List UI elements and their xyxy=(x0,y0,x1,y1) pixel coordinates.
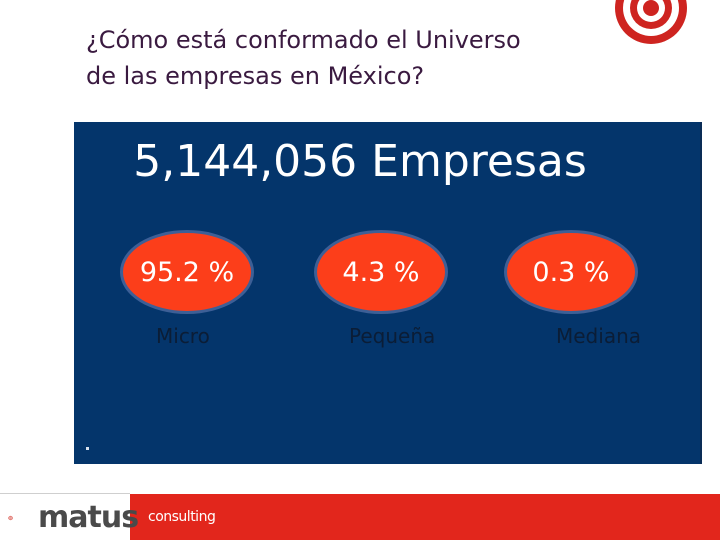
swirl-logo-icon xyxy=(8,515,13,521)
medium-percent: 0.3 % xyxy=(532,256,610,288)
concentric-rings-logo-icon xyxy=(615,0,687,44)
footer-divider xyxy=(0,493,130,494)
slide-title-line-2: de las empresas en México? xyxy=(86,62,425,90)
micro-percent: 95.2 % xyxy=(139,256,235,288)
footer-tagline: consulting xyxy=(148,509,216,525)
slide-title: ¿Cómo está conformado el Universo de las… xyxy=(86,22,521,94)
small-percent: 4.3 % xyxy=(342,256,420,288)
medium-percent-circle: 0.3 % xyxy=(504,230,638,314)
footer-brand-name: matus xyxy=(38,500,139,535)
small-label: Pequeña xyxy=(349,324,436,348)
micro-label: Micro xyxy=(156,324,210,348)
micro-percent-circle: 95.2 % xyxy=(120,230,254,314)
small-percent-circle: 4.3 % xyxy=(314,230,448,314)
panel-footnote: . xyxy=(86,433,89,442)
medium-label: Mediana xyxy=(556,324,641,348)
slide-title-line-1: ¿Cómo está conformado el Universo xyxy=(86,26,521,54)
footer-tag-bar xyxy=(130,494,720,540)
panel-footnote-mark: . xyxy=(86,447,89,450)
total-enterprises-heading: 5,144,056 Empresas xyxy=(133,136,587,187)
